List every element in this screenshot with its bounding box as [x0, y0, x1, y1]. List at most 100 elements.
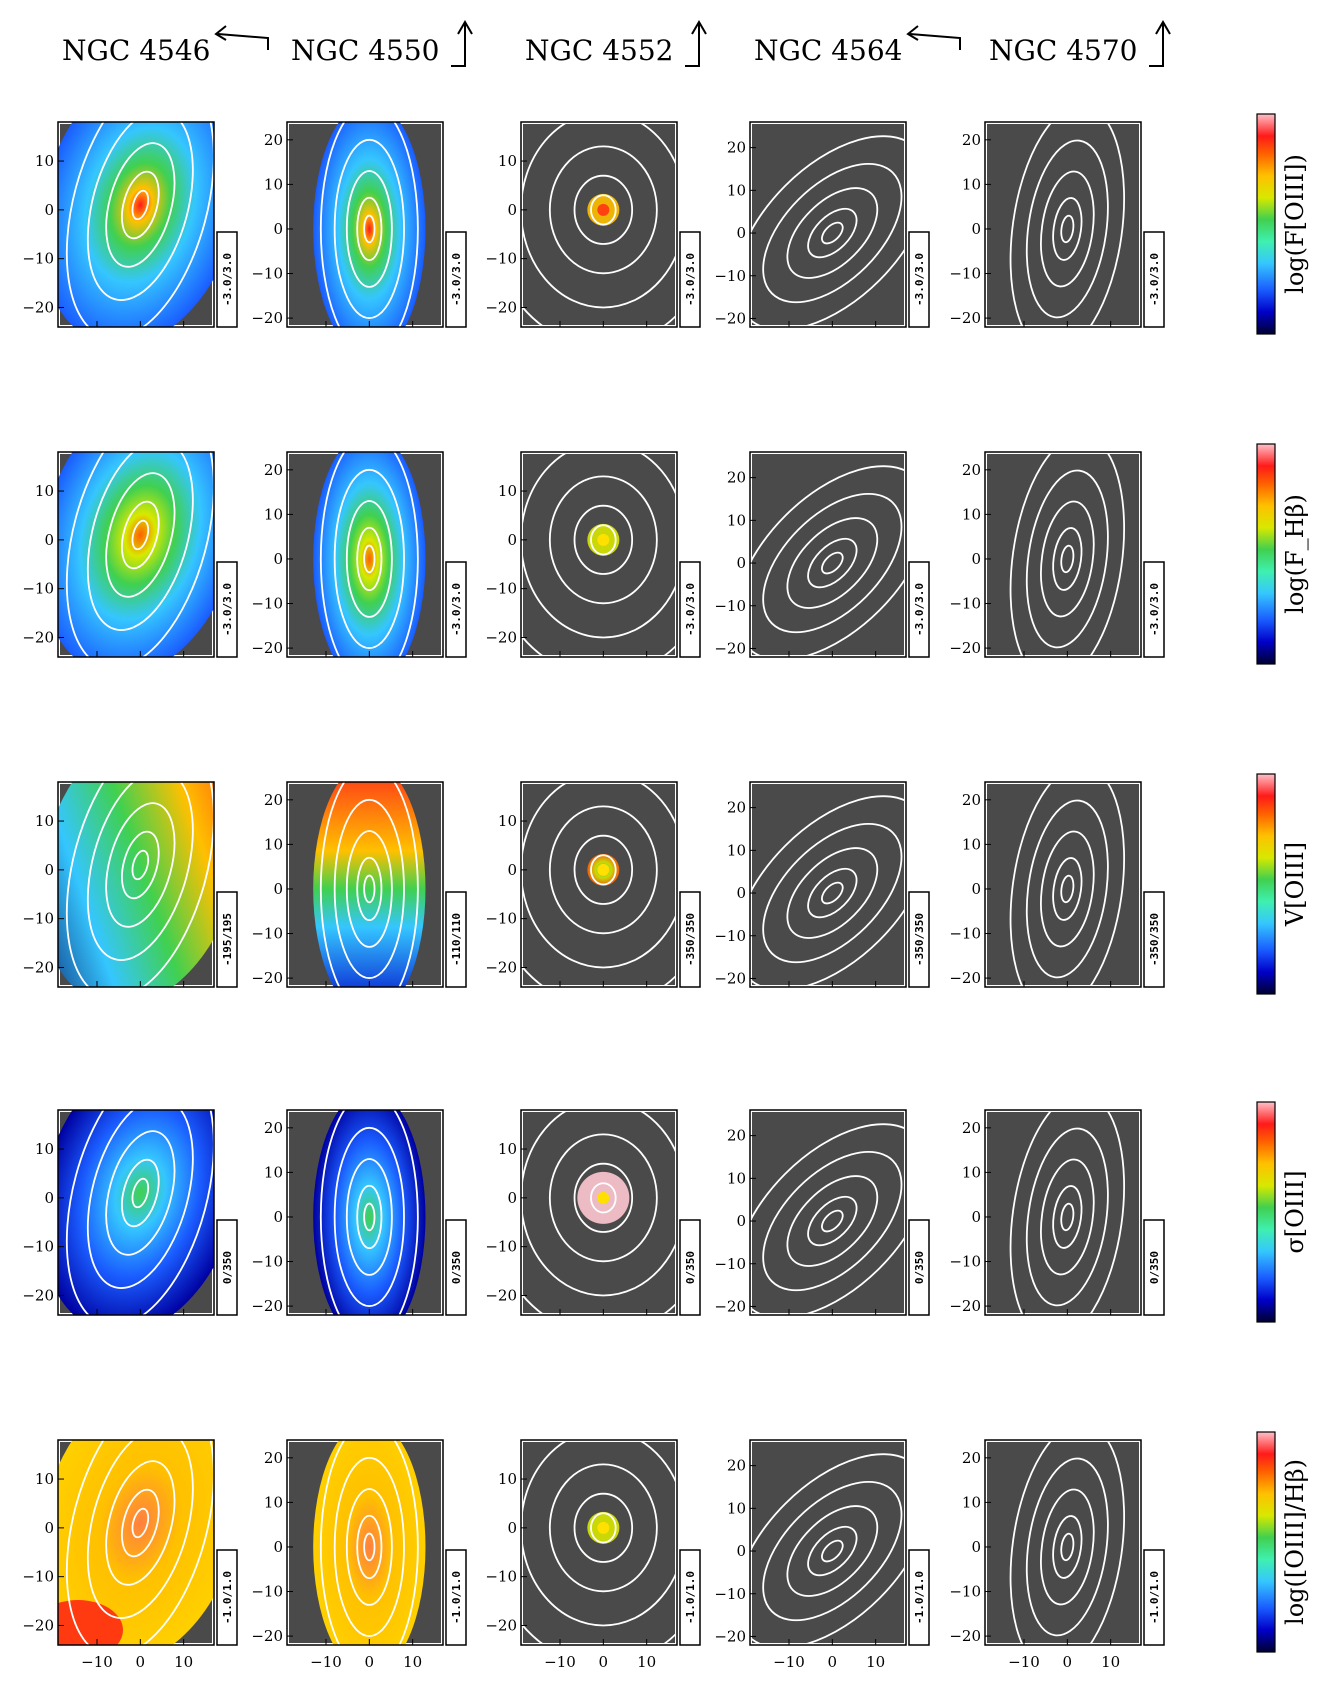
- y-tick-label: 0: [736, 1212, 746, 1230]
- isophote-contour: [821, 221, 844, 245]
- isophote-contour: [333, 138, 405, 319]
- y-tick-label: −20: [251, 309, 283, 327]
- range-label: -3.0/3.0: [913, 583, 926, 636]
- isophote-contour: [1052, 1515, 1083, 1579]
- y-tick-label: −10: [714, 267, 746, 285]
- y-tick-label: −10: [714, 1585, 746, 1603]
- isophote-contour: [762, 492, 903, 634]
- isophote-contour: [821, 551, 844, 575]
- y-tick-label: −10: [949, 1583, 981, 1601]
- isophote-contour: [105, 1130, 176, 1256]
- range-label: 0/350: [913, 1251, 926, 1284]
- panel-frame: [749, 451, 907, 658]
- isophote-contour: [1009, 1110, 1126, 1315]
- y-tick-label: 10: [498, 1140, 517, 1158]
- panel-frame: [520, 451, 678, 658]
- map-panel: 20 10 0 −10 −20 -350/350: [949, 781, 1165, 988]
- map-panel: 20 10 0 −10 −20 0/350: [251, 1109, 467, 1316]
- y-tick-label: −20: [485, 1286, 517, 1304]
- y-tick-label: 10: [962, 835, 981, 853]
- isophote-contour: [319, 1440, 419, 1645]
- y-tick-label: −20: [485, 298, 517, 316]
- galaxy-title: NGC 4552: [525, 34, 673, 67]
- isophote-contour: [1060, 214, 1075, 244]
- range-label: -3.0/3.0: [684, 253, 697, 306]
- isophote-contour: [333, 1456, 405, 1637]
- y-tick-label: 10: [35, 812, 54, 830]
- isophote-contour: [1040, 500, 1095, 618]
- y-tick-label: 10: [498, 482, 517, 500]
- y-tick-label: 0: [736, 884, 746, 902]
- y-tick-label: −20: [949, 969, 981, 987]
- isophote-contour: [807, 207, 858, 259]
- map-panel: 10 0 −10 −20 -3.0/3.0: [485, 451, 701, 658]
- y-tick-label: −10: [949, 595, 981, 613]
- panel-frame: [984, 121, 1142, 328]
- range-label: -3.0/3.0: [684, 583, 697, 636]
- x-tick-label: −10: [81, 1653, 113, 1671]
- isophote-contour: [86, 122, 194, 301]
- map-panel: 10 0 −10 −20 -3.0/3.0: [22, 451, 238, 658]
- range-box: [908, 891, 930, 988]
- y-tick-label: 0: [273, 220, 283, 238]
- panel-frame: [286, 121, 444, 328]
- x-tick-label: 0: [136, 1653, 146, 1671]
- range-box: [679, 1549, 701, 1646]
- isophote-contour: [786, 847, 879, 939]
- panel-frame: [520, 781, 678, 988]
- y-tick-label: 0: [736, 1542, 746, 1560]
- isophote-contour: [121, 1488, 160, 1558]
- north-east-arrow-up-icon: [451, 20, 473, 67]
- y-tick-label: −20: [485, 1616, 517, 1634]
- range-label: -3.0/3.0: [1148, 583, 1161, 636]
- y-tick-label: 10: [727, 841, 746, 859]
- range-box: [216, 1549, 238, 1646]
- map-panel: 20 10 0 −10 −20 -110/110: [251, 781, 467, 988]
- y-tick-label: 0: [44, 531, 54, 549]
- range-box: [216, 231, 238, 328]
- emission-map: [597, 203, 610, 216]
- north-east-arrow-left-icon: [214, 25, 269, 50]
- isophote-contour: [750, 1453, 906, 1645]
- range-label: -3.0/3.0: [1148, 253, 1161, 306]
- isophote-contour: [1052, 857, 1083, 921]
- map-panel: 20 10 0 −10 −20 -3.0/3.0: [714, 451, 930, 658]
- y-tick-label: 0: [736, 554, 746, 572]
- galaxy-title: NGC 4564: [754, 34, 902, 67]
- isophote-contour: [786, 1175, 879, 1267]
- isophote-contour: [521, 122, 677, 309]
- y-tick-label: −10: [949, 925, 981, 943]
- y-tick-label: −10: [251, 1583, 283, 1601]
- range-label: 0/350: [221, 1251, 234, 1284]
- isophote-contour: [1025, 1127, 1109, 1307]
- isophote-contour: [548, 1133, 658, 1263]
- y-tick-label: 10: [264, 1493, 283, 1511]
- range-label: -3.0/3.0: [913, 253, 926, 306]
- panel-frame: [984, 451, 1142, 658]
- map-panel: 10 0 −10 −20 −10 0 10 -1.0/1.0: [22, 1439, 238, 1671]
- range-box: [679, 891, 701, 988]
- y-tick-label: 10: [498, 1470, 517, 1488]
- isophote-contour: [363, 1202, 376, 1232]
- y-tick-label: 0: [971, 220, 981, 238]
- range-label: -1.0/1.0: [684, 1571, 697, 1624]
- y-tick-label: 0: [971, 1208, 981, 1226]
- isophote-contour: [356, 1514, 383, 1580]
- y-tick-label: 20: [727, 139, 746, 157]
- map-panel: 20 10 0 −10 −20 -3.0/3.0: [251, 451, 467, 658]
- y-tick-label: 20: [264, 461, 283, 479]
- north-east-arrow-up-icon: [1149, 20, 1171, 67]
- colorbar: [1256, 1431, 1276, 1653]
- isophote-contour: [1009, 1440, 1126, 1645]
- isophote-contour: [131, 1177, 150, 1209]
- y-tick-label: −20: [485, 628, 517, 646]
- map-panel: 10 0 −10 −20 −10 0 10 -1.0/1.0: [485, 1439, 701, 1671]
- y-tick-label: −10: [714, 927, 746, 945]
- isophote-contour: [1040, 170, 1095, 288]
- range-label: -350/350: [913, 913, 926, 966]
- y-tick-label: 0: [507, 861, 517, 879]
- isophote-contour: [131, 849, 150, 881]
- isophote-contour: [121, 1158, 160, 1228]
- y-tick-label: 0: [44, 1519, 54, 1537]
- y-tick-label: 0: [971, 880, 981, 898]
